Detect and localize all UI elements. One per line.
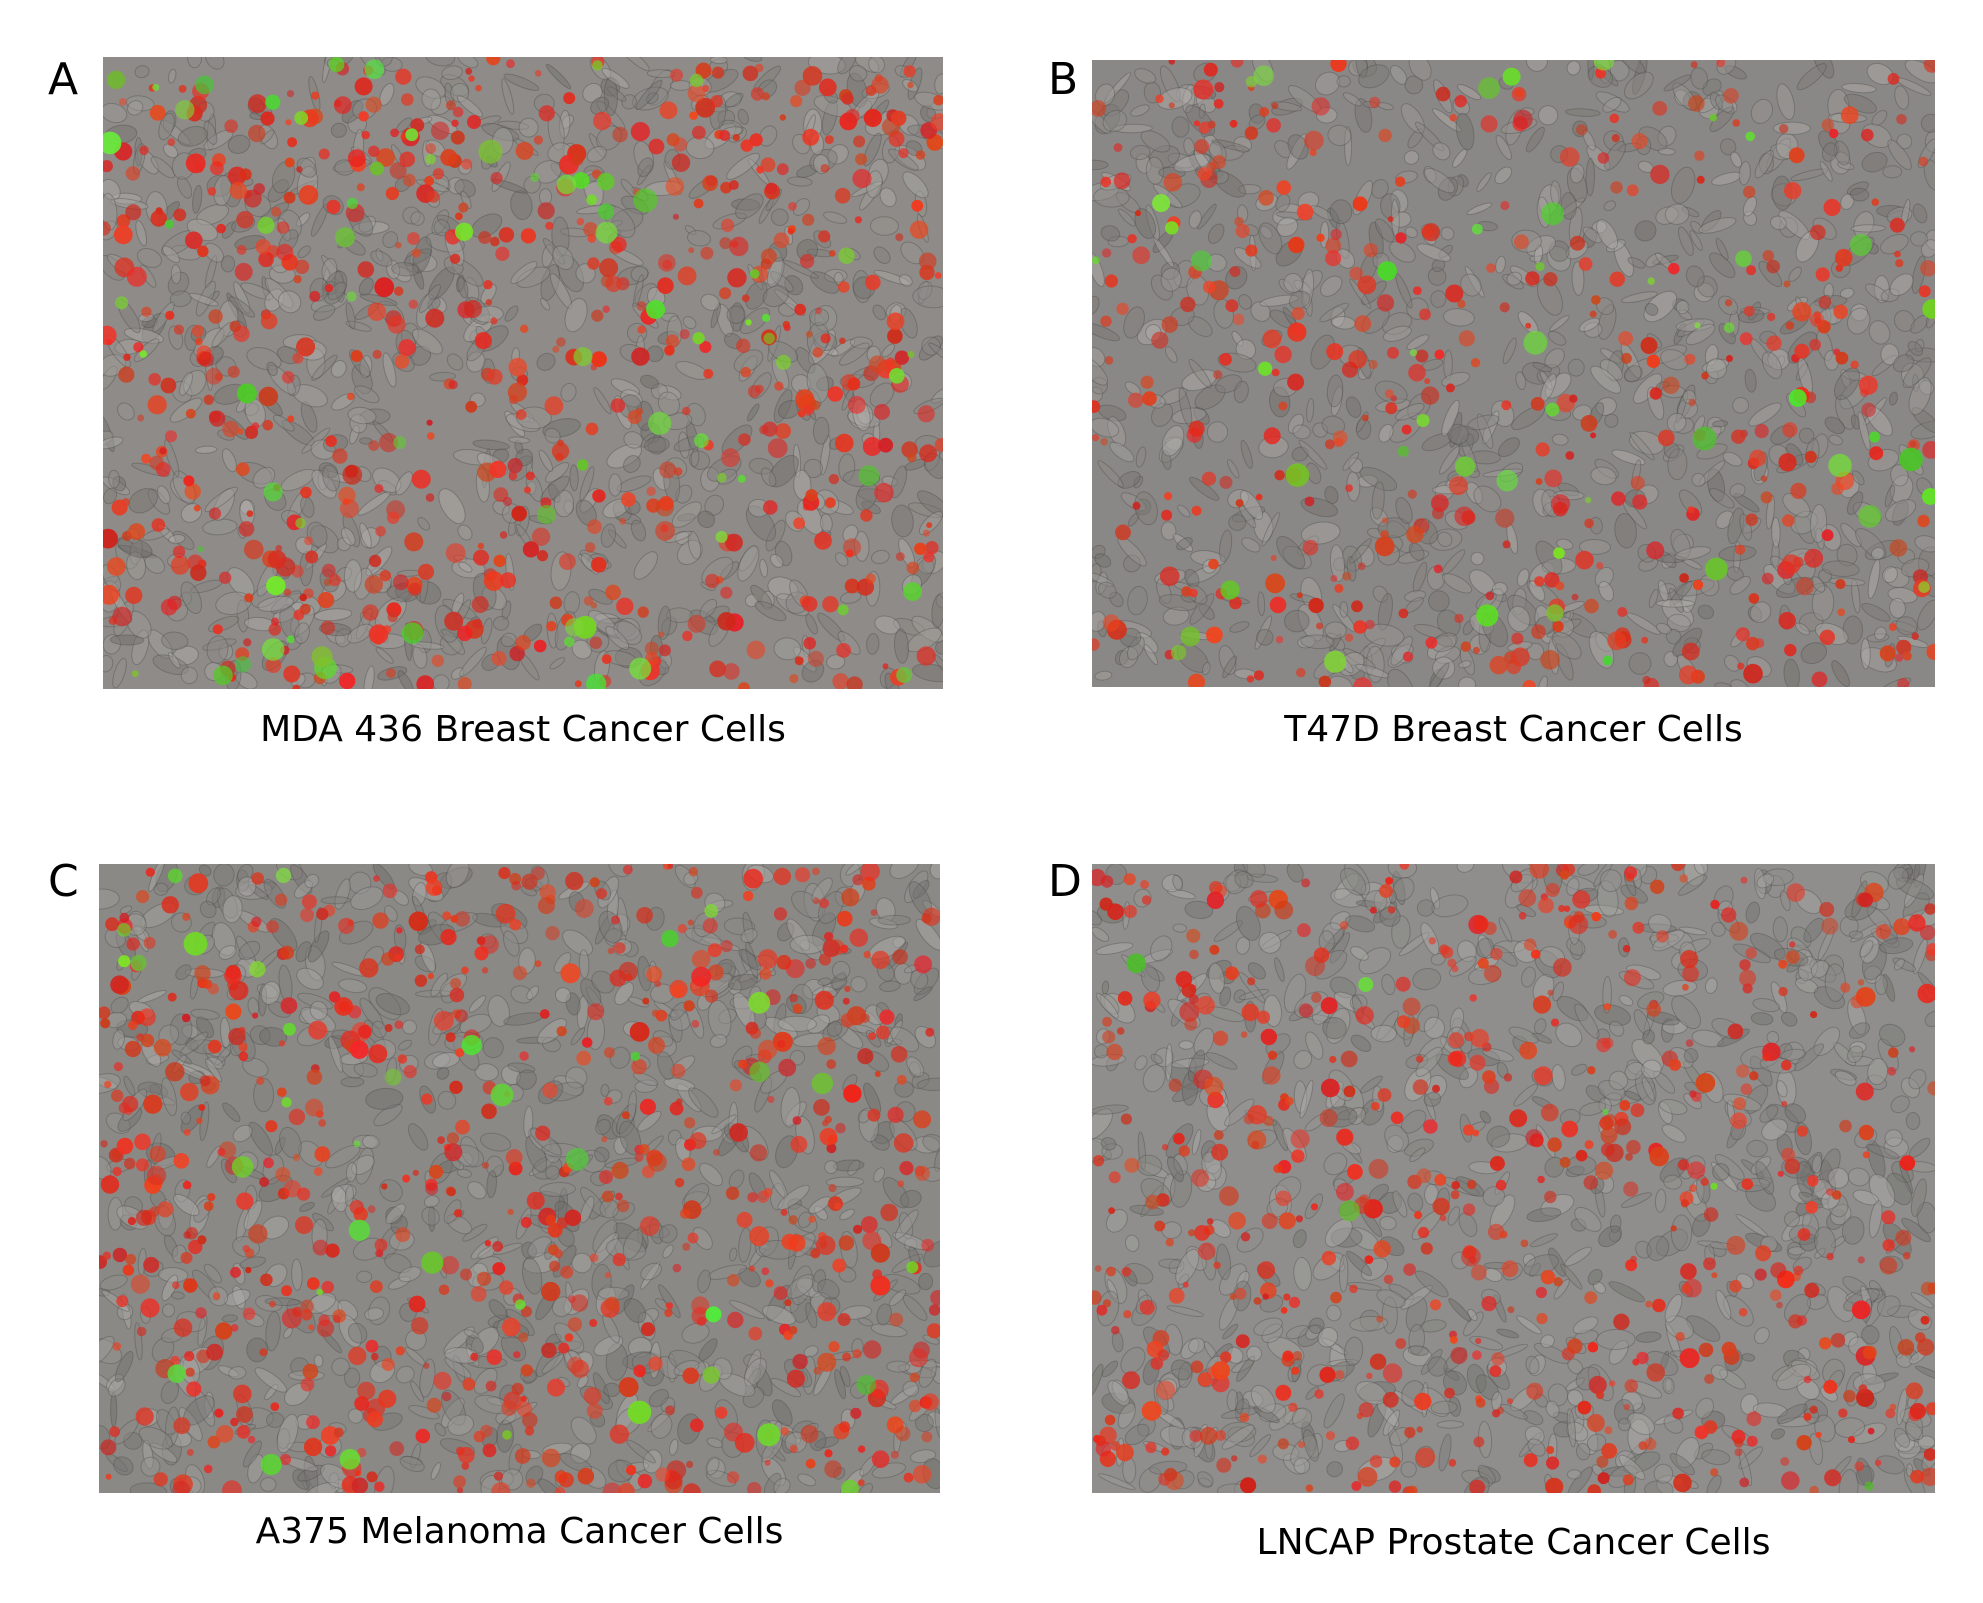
micrograph-b (1092, 60, 1935, 687)
micrograph-d (1092, 864, 1935, 1493)
caption-d: LNCAP Prostate Cancer Cells (1256, 1522, 1771, 1563)
micrograph-c-image (99, 864, 940, 1493)
micrograph-d-image (1092, 864, 1935, 1493)
micrograph-a-image (103, 57, 943, 689)
micrograph-a (103, 57, 943, 689)
panel-letter-d: D (1048, 856, 1082, 907)
panel-letter-b: B (1048, 54, 1079, 105)
micrograph-c (99, 864, 940, 1493)
caption-a: MDA 436 Breast Cancer Cells (260, 709, 786, 750)
micrograph-b-image (1092, 60, 1935, 687)
panel-letter-a: A (48, 54, 79, 105)
panel-letter-c: C (48, 856, 79, 907)
caption-b: T47D Breast Cancer Cells (1284, 709, 1743, 750)
caption-c: A375 Melanoma Cancer Cells (255, 1511, 784, 1552)
